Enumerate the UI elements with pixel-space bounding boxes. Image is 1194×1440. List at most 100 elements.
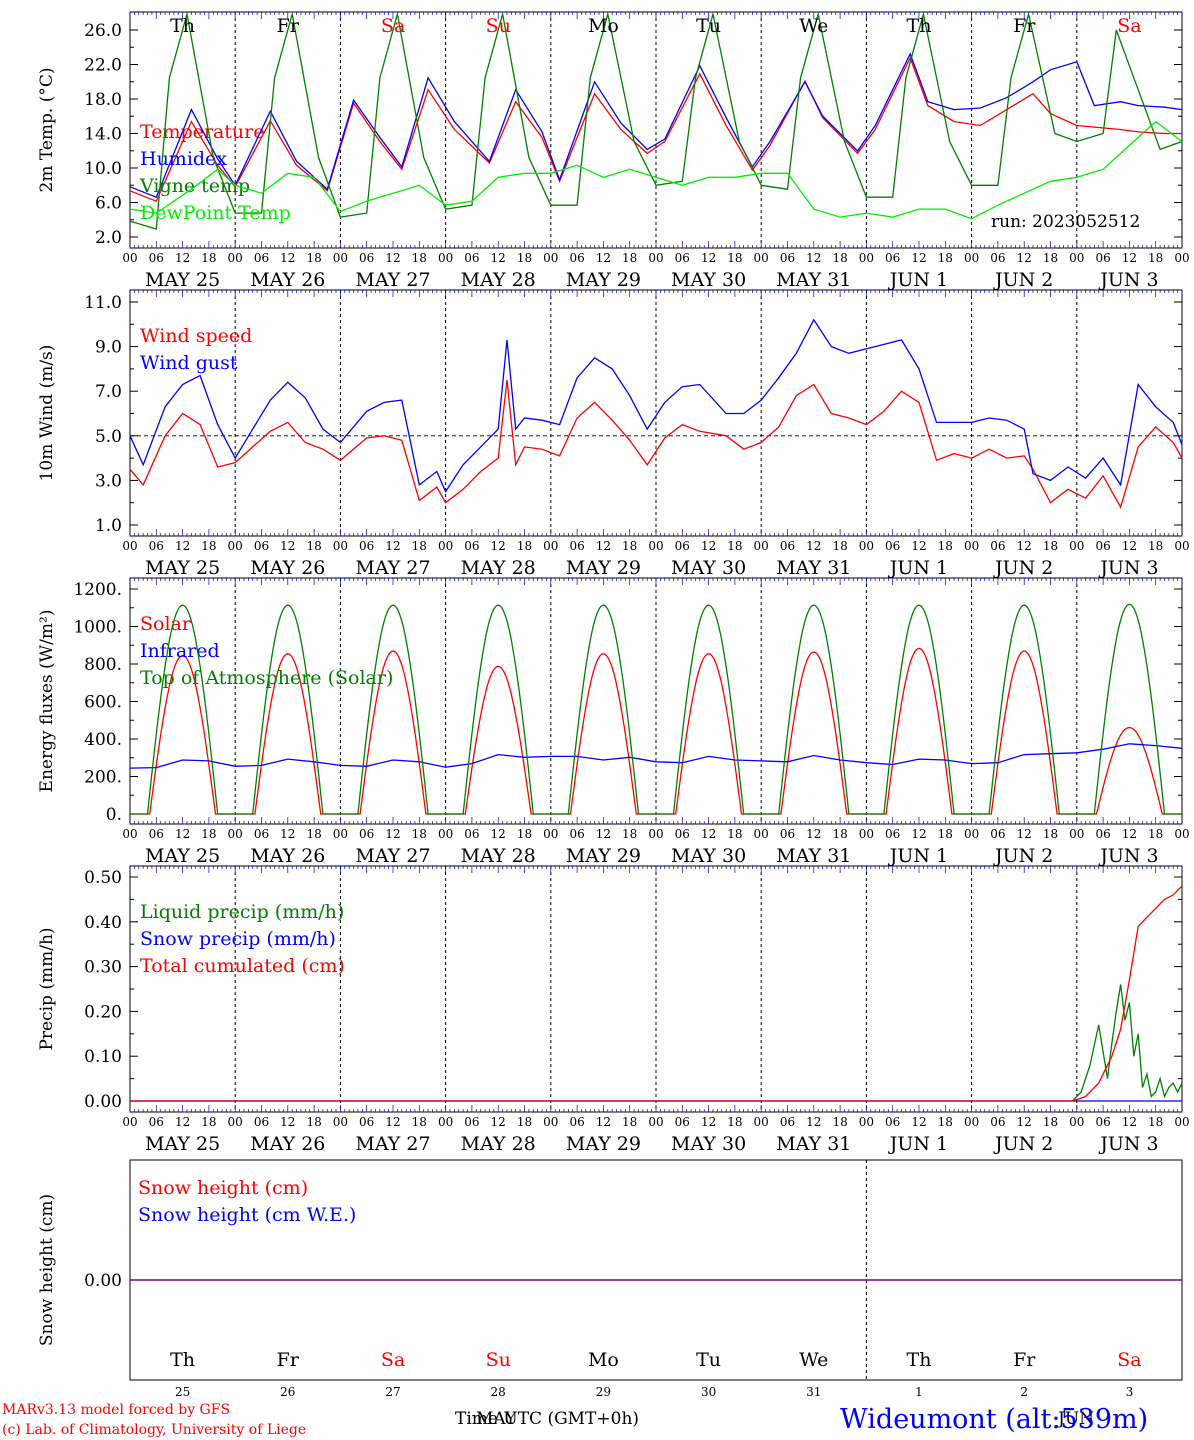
hour-tick-label: 12 xyxy=(701,827,716,841)
hour-tick-label: 06 xyxy=(569,1115,584,1129)
hour-tick-label: 18 xyxy=(517,539,532,553)
hour-tick-label: 00 xyxy=(754,1115,769,1129)
y-tick-label: 0.00 xyxy=(84,1092,122,1112)
hour-tick-label: 18 xyxy=(1148,251,1163,265)
legend-entry: Snow height (cm W.E.) xyxy=(138,1204,356,1226)
hour-tick-label: 12 xyxy=(1017,827,1032,841)
hour-tick-label: 12 xyxy=(175,1115,190,1129)
hour-tick-label: 00 xyxy=(1174,251,1189,265)
weekday-label: Fr xyxy=(1013,15,1036,37)
date-label: JUN 2 xyxy=(993,269,1053,291)
date-label: JUN 2 xyxy=(993,1133,1053,1155)
hour-tick-label: 00 xyxy=(333,1115,348,1129)
series-line-dewpoint-temp xyxy=(129,120,1183,220)
date-label: MAY 28 xyxy=(461,269,536,291)
weekday-label: Sa xyxy=(381,1349,405,1371)
date-label: JUN 2 xyxy=(993,845,1053,867)
weekday-label: Fr xyxy=(277,15,300,37)
weekday-label: We xyxy=(799,15,828,37)
hour-tick-label: 06 xyxy=(464,251,479,265)
hour-tick-label: 00 xyxy=(964,539,979,553)
hour-tick-label: 00 xyxy=(964,251,979,265)
y-axis-title: 10m Wind (m/s) xyxy=(37,345,57,482)
hour-tick-label: 06 xyxy=(254,539,269,553)
date-label: MAY 29 xyxy=(566,557,641,579)
hour-tick-label: 12 xyxy=(1122,827,1137,841)
date-label: JUN 3 xyxy=(1098,557,1158,579)
hour-tick-label: 12 xyxy=(1122,1115,1137,1129)
hour-tick-label: 00 xyxy=(648,827,663,841)
date-label: MAY 27 xyxy=(355,269,430,291)
hour-tick-label: 12 xyxy=(1017,1115,1032,1129)
hour-tick-label: 12 xyxy=(175,539,190,553)
hour-tick-label: 18 xyxy=(938,539,953,553)
y-tick-label: 1200. xyxy=(73,580,122,600)
hour-tick-label: 06 xyxy=(675,827,690,841)
hour-tick-label: 06 xyxy=(675,251,690,265)
series-line-liquid-precip-mm-h xyxy=(130,984,1183,1102)
hour-tick-label: 12 xyxy=(701,539,716,553)
date-label: JUN 3 xyxy=(1098,845,1158,867)
series-line-infrared xyxy=(129,743,1183,769)
y-tick-label: 600. xyxy=(84,693,122,713)
hour-tick-label: 18 xyxy=(306,827,321,841)
date-label: MAY 29 xyxy=(566,1133,641,1155)
hour-tick-label: 06 xyxy=(359,827,374,841)
weekday-label: Th xyxy=(170,1349,195,1371)
hour-tick-label: 00 xyxy=(438,539,453,553)
y-tick-label: 800. xyxy=(84,655,122,675)
hour-tick-label: 12 xyxy=(491,827,506,841)
hour-tick-label: 12 xyxy=(911,539,926,553)
y-axis-title: Energy fluxes (W/m²) xyxy=(37,610,57,793)
hour-tick-label: 18 xyxy=(938,1115,953,1129)
series-line-total-cumulated-cm xyxy=(130,885,1183,1102)
hour-tick-label: 00 xyxy=(964,827,979,841)
day-number-label: 26 xyxy=(280,1385,295,1399)
hour-tick-label: 18 xyxy=(1043,251,1058,265)
hour-tick-label: 18 xyxy=(727,251,742,265)
y-tick-label: 7.0 xyxy=(95,382,122,402)
hour-tick-label: 18 xyxy=(306,1115,321,1129)
date-label: MAY 29 xyxy=(566,845,641,867)
day-number-label: 31 xyxy=(806,1385,821,1399)
date-label: MAY 25 xyxy=(145,845,220,867)
y-tick-label: 22.0 xyxy=(84,56,122,76)
hour-tick-label: 00 xyxy=(1174,827,1189,841)
hour-tick-label: 06 xyxy=(990,1115,1005,1129)
date-label: MAY 29 xyxy=(566,269,641,291)
hour-tick-label: 18 xyxy=(1148,1115,1163,1129)
hour-tick-label: 12 xyxy=(175,251,190,265)
y-tick-label: 10.0 xyxy=(84,159,122,179)
series-line-top-of-atmosphere-solar xyxy=(130,603,1182,815)
hour-tick-label: 12 xyxy=(701,1115,716,1129)
hour-tick-label: 18 xyxy=(517,251,532,265)
hour-tick-label: 06 xyxy=(1095,251,1110,265)
hour-tick-label: 06 xyxy=(149,251,164,265)
date-label: MAY 27 xyxy=(355,1133,430,1155)
date-label: MAY 25 xyxy=(145,557,220,579)
y-tick-label: 0.30 xyxy=(84,958,122,978)
date-label: JUN 2 xyxy=(993,557,1053,579)
hour-tick-label: 18 xyxy=(938,827,953,841)
temperature-panel: 00 06 12 18 MAY 25 00 06 12 18 MAY 26 00 06 12 18 MAY … xyxy=(37,11,1190,291)
hour-tick-label: 00 xyxy=(859,1115,874,1129)
y-tick-label: 2.0 xyxy=(95,228,122,248)
hour-tick-label: 00 xyxy=(543,251,558,265)
y-tick-label: 0. xyxy=(106,805,122,825)
y-tick-label: 0.10 xyxy=(84,1047,122,1067)
station-label: Wideumont (alt:539m) xyxy=(840,1404,1148,1435)
hour-tick-label: 00 xyxy=(122,251,137,265)
hour-tick-label: 12 xyxy=(806,1115,821,1129)
hour-tick-label: 18 xyxy=(832,539,847,553)
hour-tick-label: 06 xyxy=(569,539,584,553)
y-axis-title: Precip (mm/h) xyxy=(37,927,57,1050)
weekday-label: Sa xyxy=(381,15,405,37)
legend-entry: Solar xyxy=(140,613,192,635)
weekday-label: Mo xyxy=(588,1349,619,1371)
weekday-label: Su xyxy=(486,1349,511,1371)
hour-tick-label: 06 xyxy=(254,827,269,841)
date-label: MAY 27 xyxy=(355,557,430,579)
hour-tick-label: 06 xyxy=(780,827,795,841)
hour-tick-label: 18 xyxy=(832,1115,847,1129)
hour-tick-label: 06 xyxy=(254,251,269,265)
